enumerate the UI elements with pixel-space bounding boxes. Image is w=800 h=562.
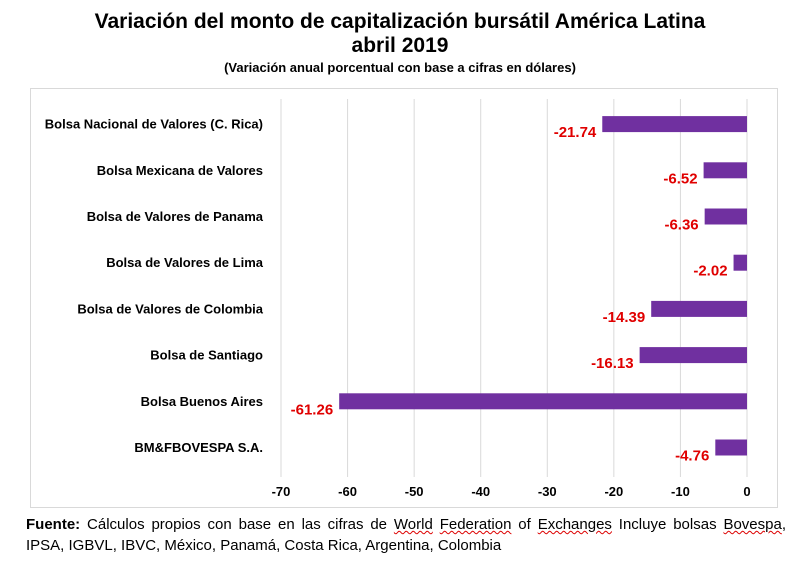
data-label: -4.76	[675, 448, 709, 465]
x-tick-label: -60	[338, 484, 357, 499]
bar	[703, 162, 747, 179]
source-word-federation: Federation	[439, 516, 512, 533]
chart-area: -70 -60 -50 -40 -30 -20 -10 0 Bolsa Nacional de …	[30, 88, 778, 508]
category-label: Bolsa de Santiago	[150, 348, 263, 363]
source-text-2: Incluye bolsas	[611, 516, 724, 533]
bar	[639, 347, 747, 364]
category-label: Bolsa de Valores de Colombia	[77, 301, 263, 316]
source-word-world: World	[393, 516, 433, 533]
data-label: -2.02	[693, 263, 727, 280]
category-label: Bolsa Buenos Aires	[141, 394, 263, 409]
bar	[733, 254, 747, 271]
bar-chart: -70 -60 -50 -40 -30 -20 -10 0 Bolsa Nacional de …	[45, 99, 751, 499]
x-tick-label: -70	[272, 484, 291, 499]
data-label: -61.26	[291, 401, 334, 418]
category-label: Bolsa Mexicana de Valores	[97, 163, 263, 178]
category-label: BM&FBOVESPA S.A.	[134, 440, 263, 455]
data-label: -6.36	[664, 217, 698, 234]
bar	[704, 208, 747, 225]
bar	[602, 116, 747, 133]
source-label: Fuente:	[26, 516, 81, 533]
source-space-2: of	[511, 516, 538, 533]
category-label: Bolsa de Valores de Lima	[106, 255, 264, 270]
source-word-exchanges: Exchanges	[537, 516, 612, 533]
x-tick-label: -20	[604, 484, 623, 499]
x-tick-label: -50	[405, 484, 424, 499]
data-label: -14.39	[603, 309, 646, 326]
source-note: Fuente: Cálculos propios con base en las…	[26, 514, 786, 556]
bar	[715, 439, 747, 456]
data-label: -6.52	[663, 170, 697, 187]
category-label: Bolsa de Valores de Panama	[87, 209, 264, 224]
data-label: -21.74	[554, 124, 597, 141]
x-tick-label: 0	[743, 484, 750, 499]
x-tick-label: -40	[471, 484, 490, 499]
bar	[339, 393, 747, 410]
source-word-bovespa: Bovespa	[723, 516, 782, 533]
chart-title-line1: Variación del monto de capitalización bu…	[94, 10, 706, 33]
category-label: Bolsa Nacional de Valores (C. Rica)	[45, 117, 263, 132]
chart-subtitle: (Variación anual porcentual con base a c…	[224, 60, 576, 75]
chart-title-line2: abril 2019	[351, 34, 449, 57]
source-text-1: Cálculos propios con base en las cifras …	[80, 516, 394, 533]
data-label: -16.13	[591, 355, 634, 372]
x-tick-label: -10	[671, 484, 690, 499]
x-tick-label: -30	[538, 484, 557, 499]
bar	[651, 300, 747, 317]
source-space-1	[433, 516, 440, 533]
source-text-3: , IPSA, IGBVL, IBVC, México, Panamá, Cos…	[26, 516, 786, 554]
